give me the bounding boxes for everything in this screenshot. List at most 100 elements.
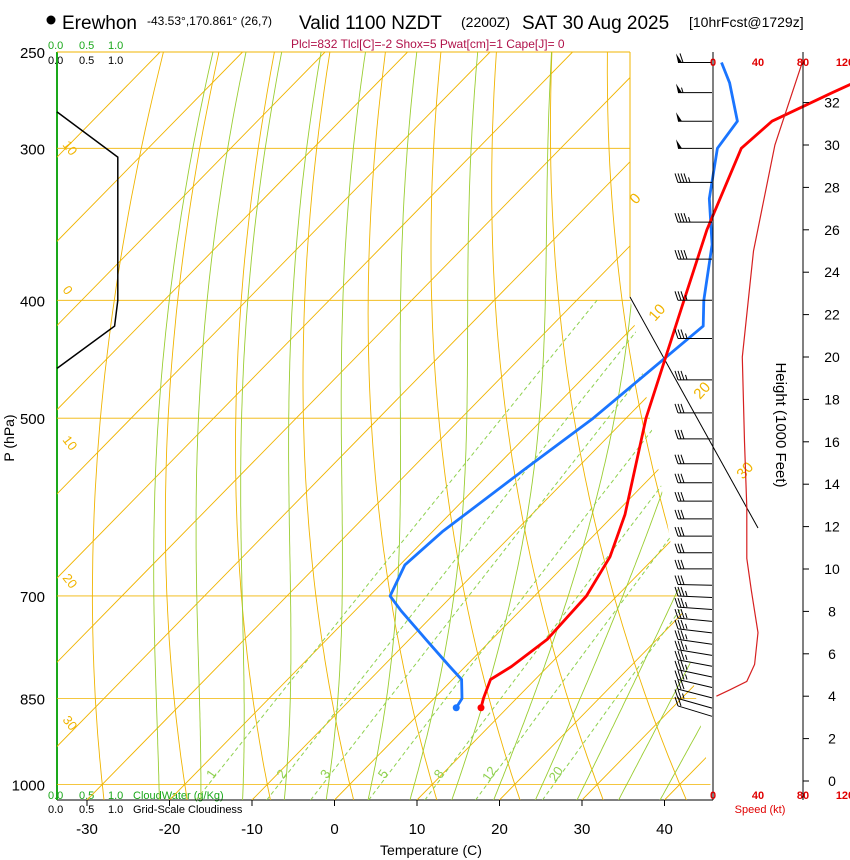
speed-bottom-tick: 80 [797,790,809,802]
height-tick-label: 6 [828,646,836,662]
height-tick-label: 30 [824,137,840,153]
mixing-ratio-label: 20 [546,764,567,784]
height-tick-label: 22 [824,307,840,323]
wind-barb [674,454,712,465]
dry-adiabat-0 [302,52,355,800]
wind-barb [674,249,712,260]
height-tick-label: 8 [828,603,836,619]
wind-barb [674,526,712,537]
cloudiness-top-tick-2: 1.0 [108,55,123,67]
moist-adiabat--5 [282,52,324,800]
forecast-date: SAT 30 Aug 2025 [522,13,669,34]
mixing-ratio-line-2 [266,299,662,800]
dry-adiabat--30 [91,52,164,800]
station-name: Erewhon [62,13,137,34]
wind-barb [674,630,713,645]
wind-barbs [674,53,713,717]
speed-bottom-tick: 0 [710,790,716,802]
isotherm-label-left: 10 [60,138,81,159]
x-tick-label: 40 [656,821,673,838]
speed-bottom-tick: 120 [836,790,850,802]
wind-barb [674,619,713,634]
isotherm-20 [499,52,713,800]
wind-barb [674,597,713,611]
x-tick-label: 0 [330,821,338,838]
height-tick-label: 16 [824,434,840,450]
x-tick-label: -20 [159,821,181,838]
wind-barb [674,696,713,717]
pressure-tick-label: 250 [20,45,45,62]
wind-barb [674,640,713,656]
moist-adiabat-5 [365,52,419,800]
x-tick-label: -30 [76,821,98,838]
dry-adiabat--20 [164,52,220,800]
wind-barb [674,608,713,622]
isotherm--10 [251,52,713,800]
dry-adiabat-30 [491,52,604,800]
wind-barb [674,473,712,484]
isotherm-label-left: 10 [60,433,81,454]
pressure-tick-label: 700 [20,589,45,606]
cloudiness-line [56,111,119,370]
x-tick-label: 10 [409,821,426,838]
moist-adiabat-20 [489,52,644,800]
thermo-grid [57,52,713,800]
sounding-profiles [56,61,850,712]
height-tick-label: 2 [828,731,836,747]
dry-adiabat-10 [367,52,438,800]
height-tick-label: 20 [824,349,840,365]
wind-barb [674,670,713,689]
height-tick-label: 18 [824,391,840,407]
wind-barb [674,173,712,183]
pressure-tick-label: 300 [20,141,45,158]
isotherm-label-left: 20 [60,571,81,592]
isotherm-10 [416,52,713,800]
wind-barb [674,370,712,381]
speed-top-tick: 40 [752,57,764,69]
dry-adiabat-60 [662,52,713,800]
moist-adiabat-10 [406,52,480,800]
speed-axis-title: Speed (kt) [735,804,786,816]
moist-adiabat--20 [153,52,216,800]
x-tick-label: 30 [574,821,591,838]
speed-top-tick: 120 [836,57,850,69]
y-axis-title: P (hPa) [1,414,17,461]
zulu-time: (2200Z) [461,14,510,30]
cloud-bottom-tick-0: 0.0 [48,790,63,802]
cloudiness-top-tick-1: 0.5 [79,55,94,67]
height-tick-label: 26 [824,222,840,238]
wind-speed-line [716,60,804,697]
height-tick-label: 14 [824,476,840,492]
cloudiness-bottom-tick-0: 0.0 [48,804,63,816]
dry-adiabat-40 [549,52,687,800]
isotherm--80 [57,52,408,800]
wind-speed-panel: 0246810121416182022242628303204080120040… [710,52,850,802]
mixing-ratio-line-12 [475,299,713,800]
mixing-ratio-label: 12 [479,764,500,784]
cloudiness-label: Grid-Scale Cloudiness [133,804,243,816]
surface-dewpoint-point [452,704,460,712]
cloudiness-bottom-tick-2: 1.0 [108,804,123,816]
wind-barb [674,429,712,440]
mixing-ratio-line-1 [195,299,598,800]
forecast-run: [10hrFcst@1729z] [689,14,804,30]
cloudiness-top-tick-0: 0.0 [48,55,63,67]
isotherm--60 [57,52,573,800]
isotherm-label-right: 0 [626,190,644,208]
moist-adiabat-25 [530,52,713,800]
isotherm-label-left: 30 [60,713,81,734]
isotherm--90 [57,52,326,800]
wind-barb [674,543,712,554]
speed-top-tick: 0 [710,57,716,69]
mixing-ratio-line-5 [368,299,713,800]
isotherm--70 [57,52,491,800]
wind-barb [674,403,712,414]
wind-barb [674,586,713,599]
dry-adiabat-20 [430,52,521,800]
station-coords: -43.53°,170.861° (26,7) [147,14,272,28]
wind-barb [674,559,712,570]
wind-barb [676,83,712,94]
wind-barb [676,53,712,63]
